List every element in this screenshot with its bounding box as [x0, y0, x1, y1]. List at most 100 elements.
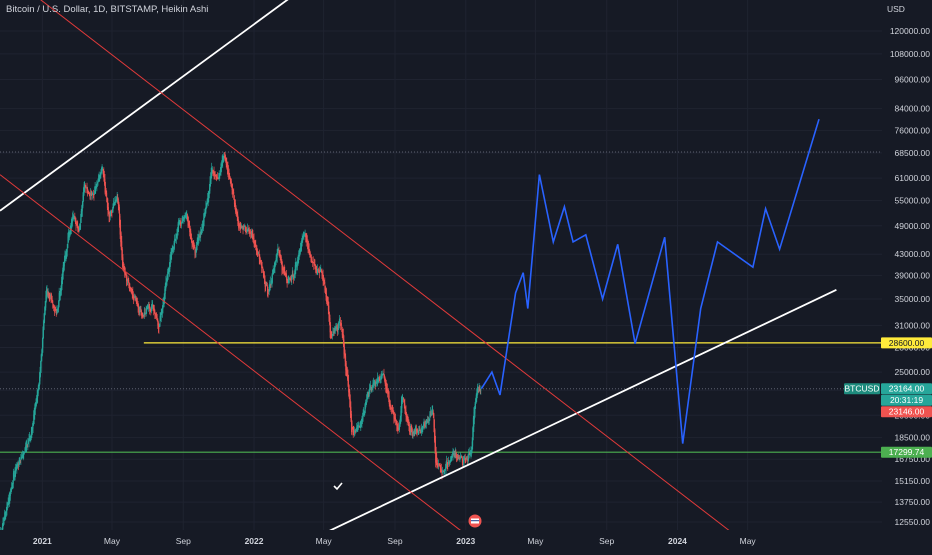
candle-body — [221, 163, 222, 168]
candle-body — [205, 203, 207, 213]
candle-body — [301, 240, 303, 247]
candle-body — [382, 373, 384, 376]
candle-body — [42, 329, 44, 348]
candle-body — [123, 267, 125, 271]
candle-body — [309, 250, 311, 255]
candle-body — [19, 457, 21, 463]
candle-body — [407, 418, 409, 422]
candle-body — [70, 221, 72, 230]
candle-body — [99, 173, 101, 178]
candle-body — [292, 274, 294, 277]
candle-body — [159, 316, 161, 326]
candle-body — [239, 225, 241, 230]
economic-event-icon[interactable] — [468, 514, 482, 528]
candle-body — [75, 220, 77, 227]
candle-body — [204, 213, 206, 218]
candle-body — [388, 395, 390, 405]
candle-body — [414, 429, 416, 433]
candle-body — [45, 295, 47, 308]
candle-body — [410, 427, 412, 431]
candle-body — [149, 307, 151, 312]
candle-body — [21, 457, 23, 459]
time-tick-label: May — [104, 536, 121, 546]
candle-body — [380, 377, 382, 380]
candle-body — [6, 502, 8, 511]
candle-body — [104, 174, 105, 184]
candle-body — [128, 282, 130, 290]
candle-body — [52, 300, 54, 308]
candle-body — [13, 474, 15, 479]
candle-body — [254, 243, 256, 247]
price-tag: BTCUSD — [845, 384, 880, 394]
candle-body — [3, 517, 5, 525]
candle-body — [470, 450, 472, 454]
candle-body — [409, 428, 411, 433]
candle-body — [352, 427, 354, 429]
candle-body — [425, 423, 427, 426]
candle-body — [33, 414, 35, 426]
candle-body — [460, 456, 461, 458]
candle-body — [200, 231, 202, 237]
candle-body — [255, 247, 257, 252]
candle-body — [115, 199, 116, 203]
candle-body — [202, 224, 204, 228]
trend-line — [40, 0, 736, 536]
time-axis-bg — [0, 530, 932, 550]
candle-body — [92, 194, 94, 195]
candle-body — [244, 226, 246, 230]
candle-body — [431, 410, 433, 415]
candle-body — [413, 431, 414, 434]
candle-body — [163, 296, 165, 302]
candle-body — [360, 422, 362, 426]
candle-body — [402, 398, 404, 400]
candle-body — [110, 209, 112, 215]
price-axis-header: USD — [887, 4, 905, 14]
candle-body — [116, 197, 117, 202]
candle-body — [48, 293, 50, 297]
candle-body — [195, 249, 196, 256]
candle-body — [7, 502, 9, 506]
candle-body — [100, 170, 102, 176]
candle-body — [40, 360, 42, 376]
candle-body — [426, 420, 428, 424]
candle-body — [22, 453, 24, 458]
candle-body — [94, 186, 96, 193]
candle-body — [473, 411, 475, 428]
candle-body — [141, 310, 142, 316]
candle-body — [135, 297, 137, 299]
candle-body — [179, 222, 181, 225]
candle-body — [349, 399, 351, 415]
candle-body — [314, 264, 316, 265]
candle-body — [27, 442, 29, 445]
candle-body — [304, 234, 305, 237]
candle-body — [144, 313, 146, 315]
candle-body — [330, 325, 332, 339]
candle-body — [24, 448, 26, 453]
candle-body — [79, 225, 81, 230]
candle-body — [152, 304, 154, 306]
trend-line — [323, 289, 837, 535]
candle-body — [396, 421, 398, 427]
price-axis[interactable]: USD 12550.00 13750.00 15150.00 16750.00 18500… — [882, 0, 932, 550]
candle-body — [295, 263, 297, 270]
candle-body — [348, 386, 350, 398]
price-tick-label: 84000.00 — [895, 104, 931, 114]
candle-body — [174, 238, 175, 246]
candle-body — [137, 302, 138, 306]
candle-body — [216, 176, 218, 179]
candle-body — [25, 445, 27, 449]
candle-body — [108, 210, 110, 217]
candle-body — [296, 264, 298, 266]
candle-body — [308, 245, 309, 251]
candle-body — [237, 214, 239, 225]
candle-body — [346, 367, 348, 374]
checkmark-icon[interactable] — [333, 482, 343, 491]
candle-body — [276, 249, 278, 258]
candle-body — [294, 265, 296, 274]
time-axis[interactable]: 2021 May Sep 2022 May Sep 2023 May Sep 2024 May — [0, 530, 932, 550]
candle-body — [108, 207, 109, 215]
time-tick-label: Sep — [599, 536, 614, 546]
candle-body — [377, 377, 379, 380]
